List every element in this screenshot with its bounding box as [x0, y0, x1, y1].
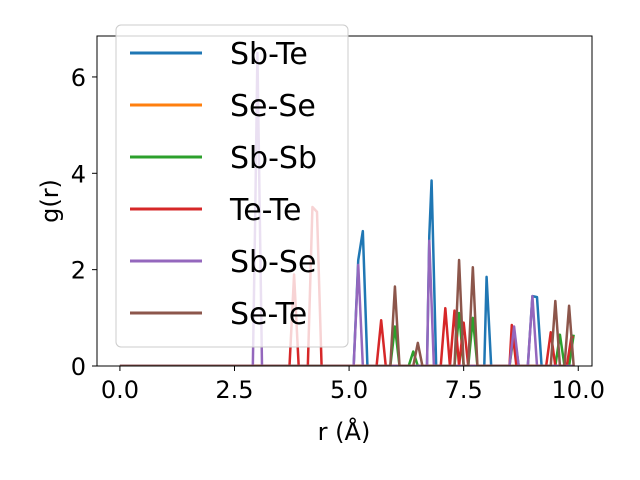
y-tick-label: 4: [71, 160, 86, 188]
x-tick-label: 10.0: [552, 376, 605, 404]
y-tick-label: 0: [71, 353, 86, 381]
legend: Sb-Te Se-Se Sb-Sb Te-Te Sb-Se Se-Te: [115, 24, 349, 348]
legend-label: Sb-Se: [230, 245, 316, 280]
x-axis: 0.0 2.5 5.0 7.5 10.0: [101, 366, 605, 404]
legend-label: Sb-Te: [230, 37, 308, 72]
x-tick-label: 0.0: [101, 376, 139, 404]
legend-label: Te-Te: [229, 193, 301, 228]
legend-label: Sb-Sb: [230, 141, 317, 176]
x-tick-label: 5.0: [330, 376, 368, 404]
y-axis-label: g(r): [36, 179, 64, 223]
series-line-sb-te: [119, 179, 574, 366]
x-tick-label: 7.5: [445, 376, 483, 404]
legend-label: Se-Se: [230, 89, 316, 124]
y-tick-label: 2: [71, 257, 86, 285]
x-tick-label: 2.5: [215, 376, 253, 404]
x-axis-label: r (Å): [318, 417, 371, 446]
y-axis: 0 2 4 6: [71, 64, 97, 381]
y-tick-label: 6: [71, 64, 86, 92]
legend-label: Se-Te: [230, 297, 307, 332]
